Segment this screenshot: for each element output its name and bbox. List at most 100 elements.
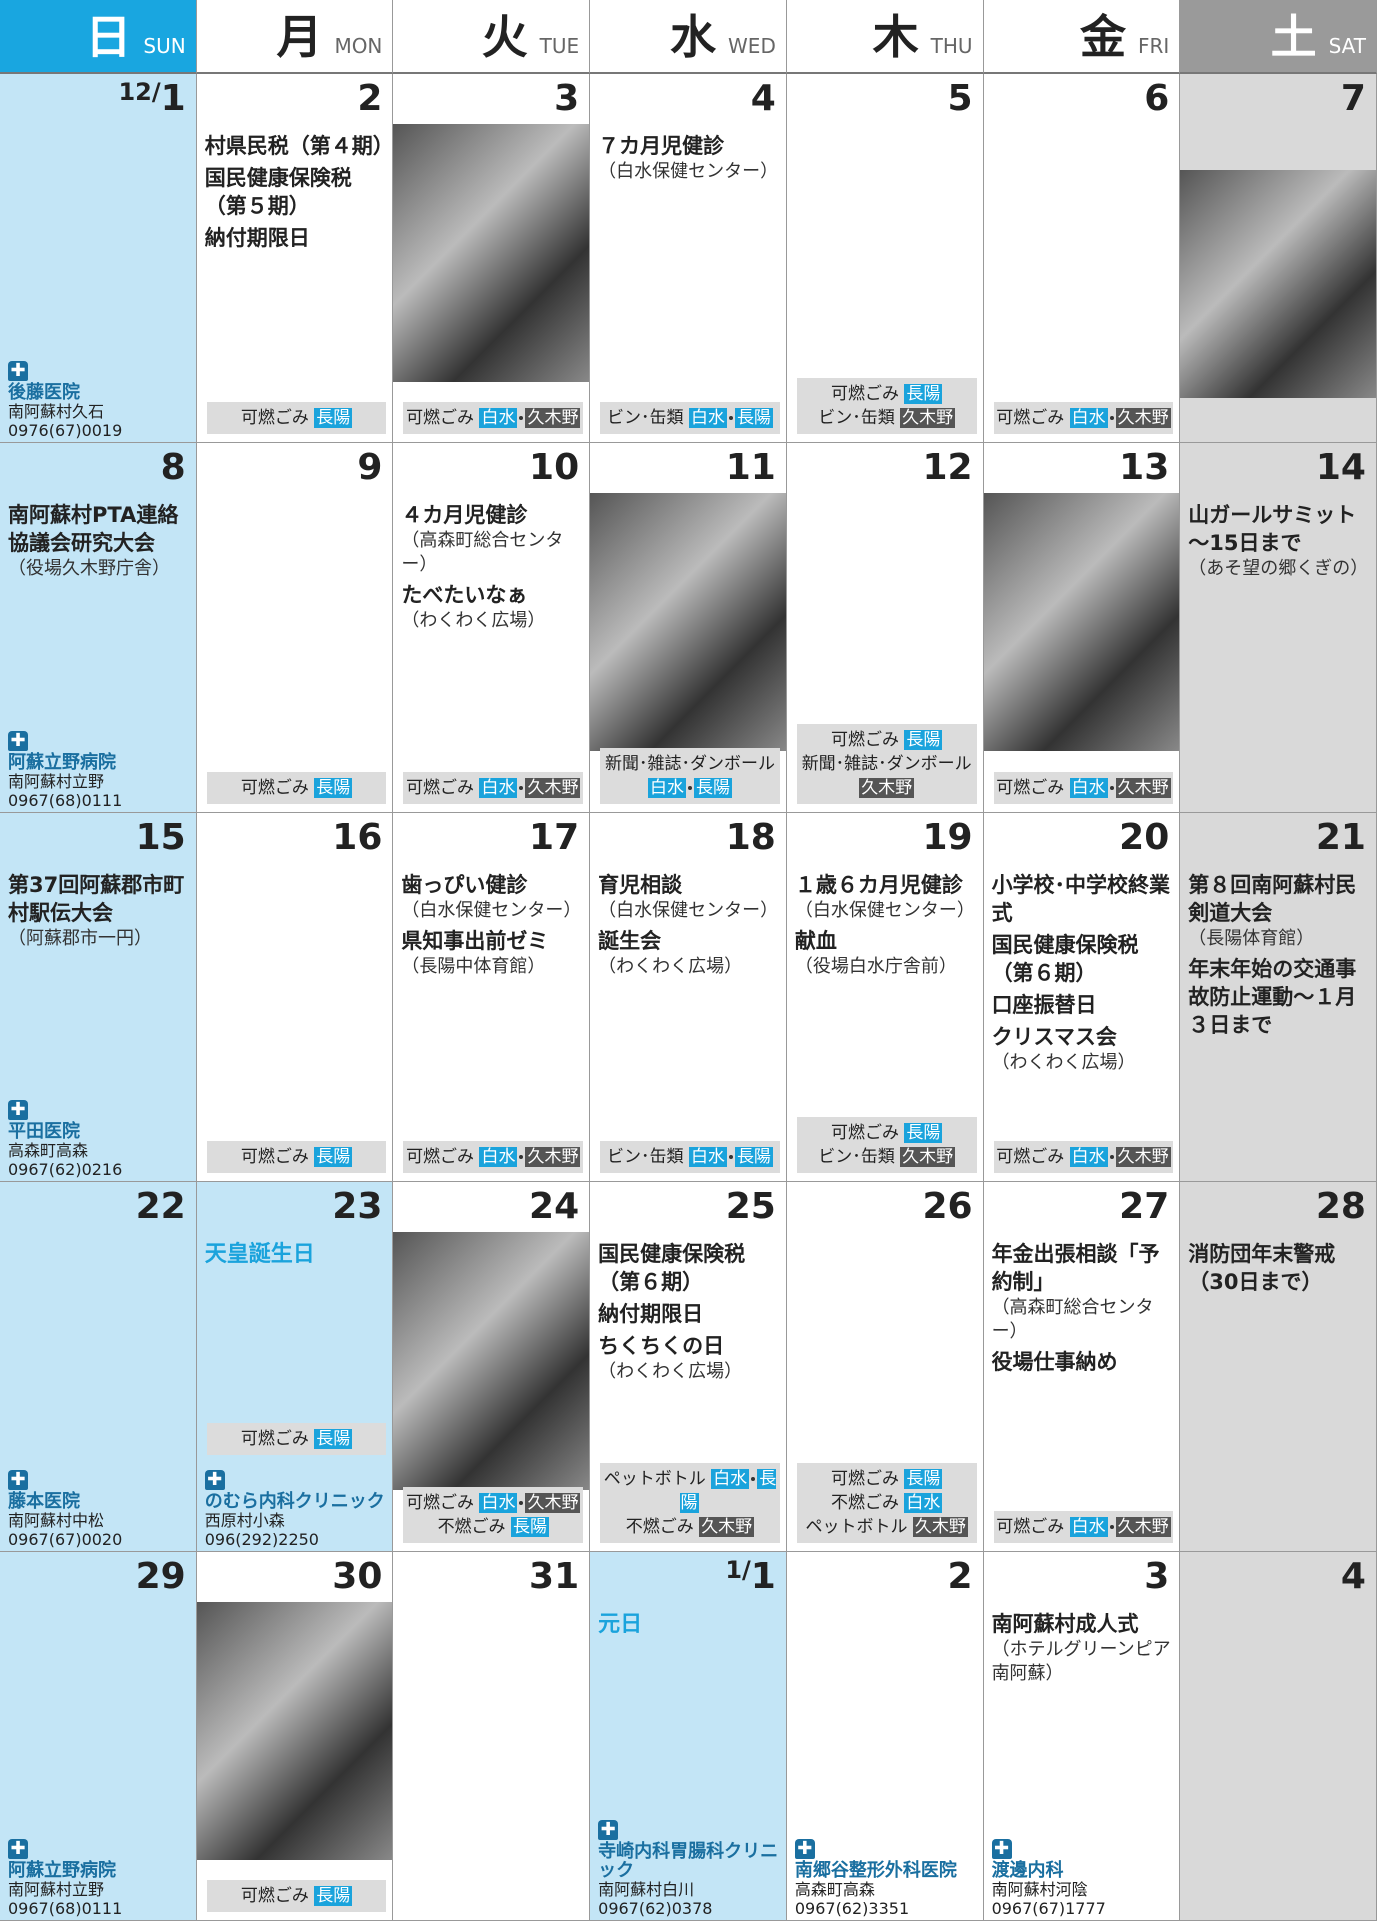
clinic-address: 南阿蘇村白川 xyxy=(598,1879,695,1899)
area-tag: 白水 xyxy=(479,1492,518,1513)
event-title: 国民健康保険税（第５期） xyxy=(204,166,352,218)
date-number: 12 xyxy=(922,447,972,488)
date: 31 xyxy=(529,1555,580,1597)
date-number: 13 xyxy=(1119,447,1169,488)
clinic-name: 南郷谷整形外科医院 xyxy=(794,1859,957,1881)
date-number: 14 xyxy=(1316,447,1366,488)
area-tag: 白水 xyxy=(1069,1516,1108,1537)
event-title: 南阿蘇村成人式 xyxy=(991,1611,1139,1636)
garbage-type: 可燃ごみ xyxy=(406,1147,475,1168)
day-cell: 2 ✚ 南郷谷整形外科医院 高森町高森 0967(62)3351 xyxy=(786,1551,984,1921)
garbage-line: 可燃ごみ 長陽 xyxy=(799,1121,975,1145)
garbage-line: ビン･缶類 久木野 xyxy=(799,1145,975,1169)
weekday-kanji: 木 xyxy=(872,10,919,64)
day-cell: 26 可燃ごみ 長陽 不燃ごみ 白水 ペットボトル 久木野 xyxy=(786,1182,984,1552)
day-cell: 20 小学校･中学校終業式 国民健康保険税（第６期） 口座振替日 クリスマス会 （わくわく… xyxy=(983,812,1181,1183)
garbage-schedule: 新聞･雑誌･ダンボール 白水 長陽 xyxy=(600,747,780,804)
day-cell: 12/1 ✚ 後藤医院 南阿蘇村久石 0976(67)0019 xyxy=(0,74,197,444)
event-note: （高森町総合センター） xyxy=(991,1297,1154,1343)
day-cell: 23 天皇誕生日 ✚ のむら内科クリニック 西原村小森 096(292)2250 可燃ごみ … xyxy=(196,1182,394,1552)
garbage-line: 可燃ごみ 長陽 xyxy=(209,1884,385,1908)
area-tag: 白水 xyxy=(479,1147,518,1168)
date-number: 12/1 xyxy=(118,78,185,119)
day-cell: 7 xyxy=(1180,74,1377,444)
day-cell: 31 xyxy=(393,1551,591,1921)
day-cell: 19 １歳６カ月児健診 （白水保健センター） 献血 （役場白水庁舎前） 可燃ごみ 長陽 ビン… xyxy=(786,812,984,1183)
clinic-address: 南阿蘇村中松 xyxy=(8,1510,105,1530)
separator xyxy=(519,785,524,790)
event-note: （阿蘇郡市一円） xyxy=(8,927,152,949)
clinic-name: 寺崎内科胃腸科クリニック xyxy=(598,1840,779,1881)
garbage-line: ペットボトル 久木野 xyxy=(799,1515,975,1539)
events: 山ガールサミット～15日まで （あそ望の郷くぎの） xyxy=(1188,497,1370,581)
garbage-type: ビン･缶類 xyxy=(818,1147,895,1168)
clinic-icon: ✚ xyxy=(991,1838,1012,1859)
garbage-line: 可燃ごみ 長陽 xyxy=(209,776,385,800)
garbage-schedule: 可燃ごみ 長陽 不燃ごみ 白水 ペットボトル 久木野 xyxy=(796,1462,977,1543)
garbage-line: 可燃ごみ 長陽 xyxy=(209,1427,385,1451)
event-title: 村県民税（第４期） xyxy=(204,134,394,158)
events: 消防団年末警戒（30日まで） xyxy=(1188,1236,1370,1296)
event-title: １歳６カ月児健診 xyxy=(794,872,963,897)
garbage-type: ペットボトル xyxy=(603,1468,706,1489)
garbage-line: 可燃ごみ 白水 久木野 xyxy=(996,776,1172,800)
photo xyxy=(393,1232,590,1491)
holiday: 天皇誕生日 xyxy=(204,1242,315,1268)
event-title: 納付期限日 xyxy=(204,226,310,250)
day-cell: 3 可燃ごみ 白水 久木野 xyxy=(393,74,591,444)
clinic-address: 南阿蘇村立野 xyxy=(8,1879,105,1899)
garbage-type: 可燃ごみ xyxy=(240,1428,309,1449)
date: 2 xyxy=(357,78,383,119)
date-number: 25 xyxy=(726,1186,776,1227)
day-cell: 5 可燃ごみ 長陽 ビン･缶類 久木野 xyxy=(786,74,984,444)
weekday-kanji: 火 xyxy=(481,10,528,64)
day-cell: 6 可燃ごみ 白水 久木野 xyxy=(983,74,1181,444)
day-cell: 17 歯っぴい健診 （白水保健センター） 県知事出前ゼミ （長陽中体育館） 可燃ごみ 白水… xyxy=(393,812,591,1183)
event-note: （高森町総合センター） xyxy=(401,530,564,576)
date-number: 30 xyxy=(332,1556,382,1597)
garbage-schedule: 可燃ごみ 白水 久木野 xyxy=(993,771,1174,804)
weekday-en: WED xyxy=(728,34,776,58)
day-cell: 21 第８回南阿蘇村民剣道大会 （長陽体育館） 年末年始の交通事故防止運動～１月３日ま… xyxy=(1180,812,1377,1183)
garbage-type: 可燃ごみ xyxy=(830,1468,899,1489)
area-tag: 久木野 xyxy=(912,1516,968,1537)
events: ４カ月児健診 （高森町総合センター） たべたいなぁ （わくわく広場） xyxy=(401,497,583,633)
event-note: （わくわく広場） xyxy=(991,1051,1136,1073)
month: 12/ xyxy=(118,78,161,106)
weekday-en: TUE xyxy=(539,34,580,58)
date-number: 5 xyxy=(947,78,972,119)
date: 29 xyxy=(135,1555,186,1597)
day-cell: 2 村県民税（第４期） 国民健康保険税（第５期） 納付期限日 可燃ごみ 長陽 xyxy=(196,74,394,444)
date-number: 16 xyxy=(332,817,382,858)
garbage-schedule: 可燃ごみ 長陽 xyxy=(206,1141,387,1174)
garbage-line: ビン･缶類 白水 長陽 xyxy=(602,406,778,430)
event-note: （役場久木野庁舎） xyxy=(8,558,170,580)
events: 第37回阿蘇郡市町村駅伝大会 （阿蘇郡市一円） xyxy=(8,867,190,951)
event-title: ちくちくの日 xyxy=(598,1334,725,1359)
day-cell: 29 ✚ 阿蘇立野病院 南阿蘇村立野 0967(68)0111 xyxy=(0,1551,197,1921)
photo xyxy=(196,1601,393,1860)
clinic-name: 阿蘇立野病院 xyxy=(8,1859,116,1881)
garbage-type: 可燃ごみ xyxy=(996,1147,1065,1168)
garbage-line: 不燃ごみ 長陽 xyxy=(405,1515,581,1539)
garbage-type: 可燃ごみ xyxy=(240,1147,309,1168)
garbage-type: 可燃ごみ xyxy=(830,1123,899,1144)
date: 19 xyxy=(922,816,973,858)
day-cell: 13 可燃ごみ 白水 久木野 xyxy=(983,443,1181,813)
date-number: 20 xyxy=(1119,817,1169,858)
area-tag: 久木野 xyxy=(1115,408,1171,429)
date: 25 xyxy=(725,1186,776,1228)
garbage-type: 可燃ごみ xyxy=(240,777,309,798)
day-cell: 12 可燃ごみ 長陽 新聞･雑誌･ダンボール 久木野 xyxy=(786,443,984,813)
date: 23 xyxy=(332,1186,383,1228)
day-cell: 24 可燃ごみ 白水 久木野 不燃ごみ 長陽 xyxy=(393,1182,591,1552)
event-title: ７カ月児健診 xyxy=(598,134,725,158)
weekday-kanji: 水 xyxy=(670,10,717,64)
garbage-type: 不燃ごみ xyxy=(625,1516,694,1537)
clinic-phone: 0967(67)1777 xyxy=(991,1898,1106,1918)
date: 18 xyxy=(725,816,776,858)
day-cell: 22 ✚ 藤本医院 南阿蘇村中松 0967(67)0020 xyxy=(0,1182,197,1552)
event-note: （わくわく広場） xyxy=(598,955,743,977)
garbage-type: 可燃ごみ xyxy=(996,777,1065,798)
event-title: 年金出張相談「予約制」 xyxy=(991,1242,1160,1295)
